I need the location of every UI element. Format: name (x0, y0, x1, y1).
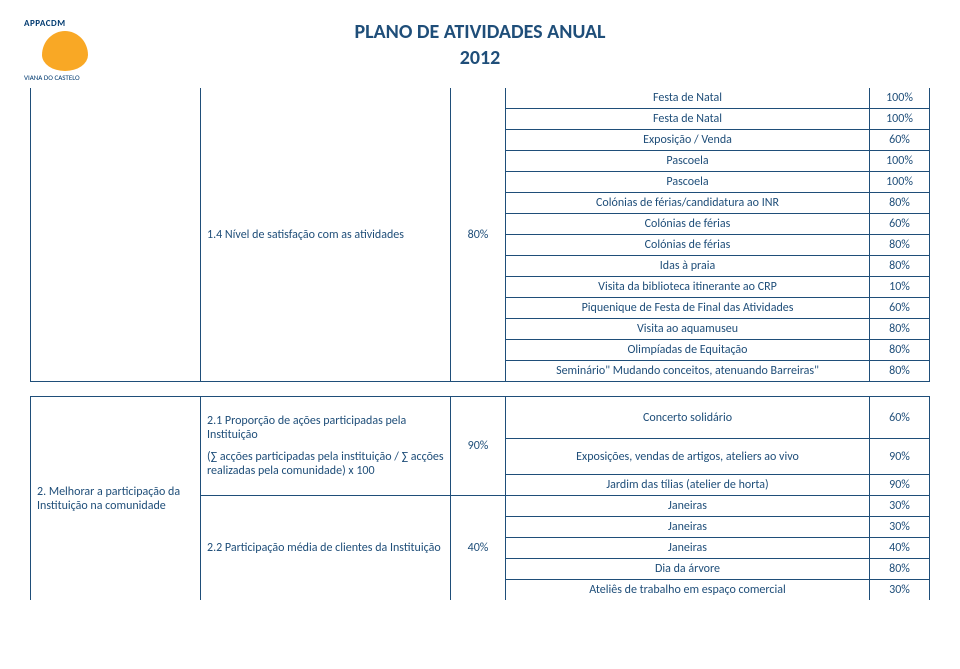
activity-name: Idas à praia (506, 256, 870, 277)
activity-name: Janeiras (506, 496, 870, 517)
document-header: PLANO DE ATIVIDADES ANUAL 2012 (30, 20, 930, 70)
indicator-label: 1.4 Nível de satisfação com as atividade… (201, 88, 451, 382)
activity-pct: 100% (870, 151, 930, 172)
activity-pct: 80% (870, 235, 930, 256)
logo-city: VIANA DO CASTELO (24, 73, 114, 82)
activity-name: Festa de Natal (506, 88, 870, 109)
activities-table-1: 1.4 Nível de satisfação com as atividade… (30, 88, 930, 382)
activity-pct: 80% (870, 193, 930, 214)
indicator-2-1: 2.1 Proporção de ações participadas pela… (201, 397, 451, 496)
objective-label: 2. Melhorar a participação da Instituiçã… (31, 397, 201, 601)
activity-pct: 100% (870, 88, 930, 109)
org-logo: APPACDM VIANA DO CASTELO (24, 18, 114, 82)
activity-pct: 80% (870, 361, 930, 382)
activity-pct: 100% (870, 109, 930, 130)
activity-pct: 80% (870, 256, 930, 277)
activity-name: Seminário" Mudando conceitos, atenuando … (506, 361, 870, 382)
activity-pct: 60% (870, 397, 930, 439)
activity-pct: 60% (870, 214, 930, 235)
activity-pct: 80% (870, 340, 930, 361)
logo-org: APPACDM (24, 18, 114, 29)
indicator-pct: 80% (451, 88, 506, 382)
doc-year: 2012 (30, 46, 930, 70)
activity-name: Janeiras (506, 517, 870, 538)
indicator-2-1-pct: 90% (451, 397, 506, 496)
activity-name: Visita ao aquamuseu (506, 319, 870, 340)
empty-cell (31, 88, 201, 382)
activity-name: Olimpíadas de Equitação (506, 340, 870, 361)
activity-name: Colónias de férias (506, 235, 870, 256)
activity-pct: 30% (870, 496, 930, 517)
activity-name: Visita da biblioteca itinerante ao CRP (506, 277, 870, 298)
activity-pct: 30% (870, 517, 930, 538)
activity-pct: 90% (870, 439, 930, 475)
activity-name: Dia da árvore (506, 559, 870, 580)
indicator-2-2-pct: 40% (451, 496, 506, 601)
activity-name: Jardim das tílias (atelier de horta) (506, 475, 870, 496)
activity-pct: 40% (870, 538, 930, 559)
activities-table-2: 2. Melhorar a participação da Instituiçã… (30, 396, 930, 600)
activity-pct: 100% (870, 172, 930, 193)
indicator-2-2-label: 2.2 Participação média de clientes da In… (201, 496, 451, 601)
activity-pct: 60% (870, 298, 930, 319)
indicator-2-1-label: 2.1 Proporção de ações participadas pela… (207, 414, 444, 442)
activity-name: Piquenique de Festa de Final das Ativida… (506, 298, 870, 319)
activity-name: Janeiras (506, 538, 870, 559)
activity-name: Exposição / Venda (506, 130, 870, 151)
activity-name: Pascoela (506, 172, 870, 193)
activity-name: Colónias de férias (506, 214, 870, 235)
activity-pct: 80% (870, 319, 930, 340)
activity-pct: 80% (870, 559, 930, 580)
activity-pct: 30% (870, 580, 930, 601)
activity-name: Festa de Natal (506, 109, 870, 130)
activity-name: Exposições, vendas de artigos, ateliers … (506, 439, 870, 475)
activity-name: Ateliês de trabalho em espaço comercial (506, 580, 870, 601)
indicator-2-1-formula: (∑ acções participadas pela instituição … (207, 450, 444, 478)
activity-name: Colónias de férias/candidatura ao INR (506, 193, 870, 214)
activity-name: Concerto solidário (506, 397, 870, 439)
logo-shape (42, 31, 88, 71)
doc-title: PLANO DE ATIVIDADES ANUAL (30, 20, 930, 44)
activity-pct: 60% (870, 130, 930, 151)
activity-name: Pascoela (506, 151, 870, 172)
activity-pct: 90% (870, 475, 930, 496)
activity-pct: 10% (870, 277, 930, 298)
